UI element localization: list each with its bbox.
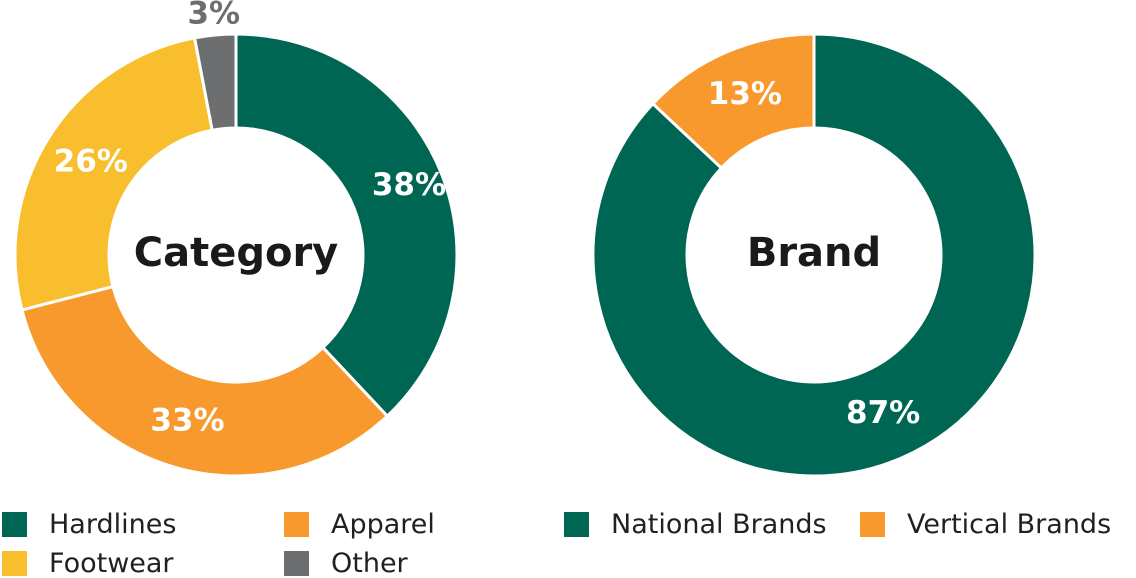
brand-legend: National Brands Vertical Brands bbox=[560, 505, 1136, 545]
legend-swatch-footwear bbox=[2, 550, 27, 576]
brand-donut-chart: 87% 13% Brand bbox=[591, 32, 1037, 478]
category-slice-footwear bbox=[13, 36, 214, 312]
donut-charts-canvas: 38% 33% 26% 3% Category 87% 13% Brand bbox=[13, 0, 1037, 478]
legend-label-footwear: Footwear bbox=[49, 547, 174, 578]
category-legend: Hardlines Apparel Footwear Other bbox=[0, 505, 560, 578]
legend-label-vertical-brands: Vertical Brands bbox=[907, 508, 1112, 540]
category-slice-apparel bbox=[20, 284, 390, 478]
category-slice-other bbox=[192, 32, 238, 133]
legend-label-other: Other bbox=[331, 547, 408, 578]
legend-item-hardlines: Hardlines bbox=[2, 506, 176, 542]
legend-swatch-apparel bbox=[284, 511, 309, 537]
brand-slice-vertical-brands bbox=[650, 32, 816, 171]
category-donut-chart: 38% 33% 26% 3% Category bbox=[13, 0, 459, 478]
brand-slice-national-brands bbox=[591, 32, 1037, 478]
brand-label-national-brands: 87% bbox=[846, 395, 920, 431]
legend-swatch-national-brands bbox=[564, 511, 589, 537]
category-label-apparel: 33% bbox=[150, 403, 224, 439]
category-label-hardlines: 38% bbox=[372, 167, 446, 203]
brand-center-title: Brand bbox=[747, 230, 881, 276]
brand-label-vertical-brands: 13% bbox=[708, 76, 782, 112]
category-slice-hardlines bbox=[234, 32, 459, 419]
legend-item-vertical-brands: Vertical Brands bbox=[860, 506, 1111, 542]
legend-label-hardlines: Hardlines bbox=[49, 508, 177, 540]
legend-swatch-other bbox=[284, 550, 309, 576]
legend-item-footwear: Footwear bbox=[2, 545, 174, 578]
legend-swatch-hardlines bbox=[2, 511, 27, 537]
legend-item-apparel: Apparel bbox=[284, 506, 435, 542]
category-label-other: 3% bbox=[187, 0, 240, 32]
legend-label-apparel: Apparel bbox=[331, 508, 435, 540]
category-center-title: Category bbox=[134, 230, 339, 276]
category-label-footwear: 26% bbox=[54, 143, 128, 179]
legend-item-national-brands: National Brands bbox=[564, 506, 827, 542]
legend-label-national-brands: National Brands bbox=[611, 508, 827, 540]
legend-item-other: Other bbox=[284, 545, 408, 578]
legend-swatch-vertical-brands bbox=[860, 511, 885, 537]
